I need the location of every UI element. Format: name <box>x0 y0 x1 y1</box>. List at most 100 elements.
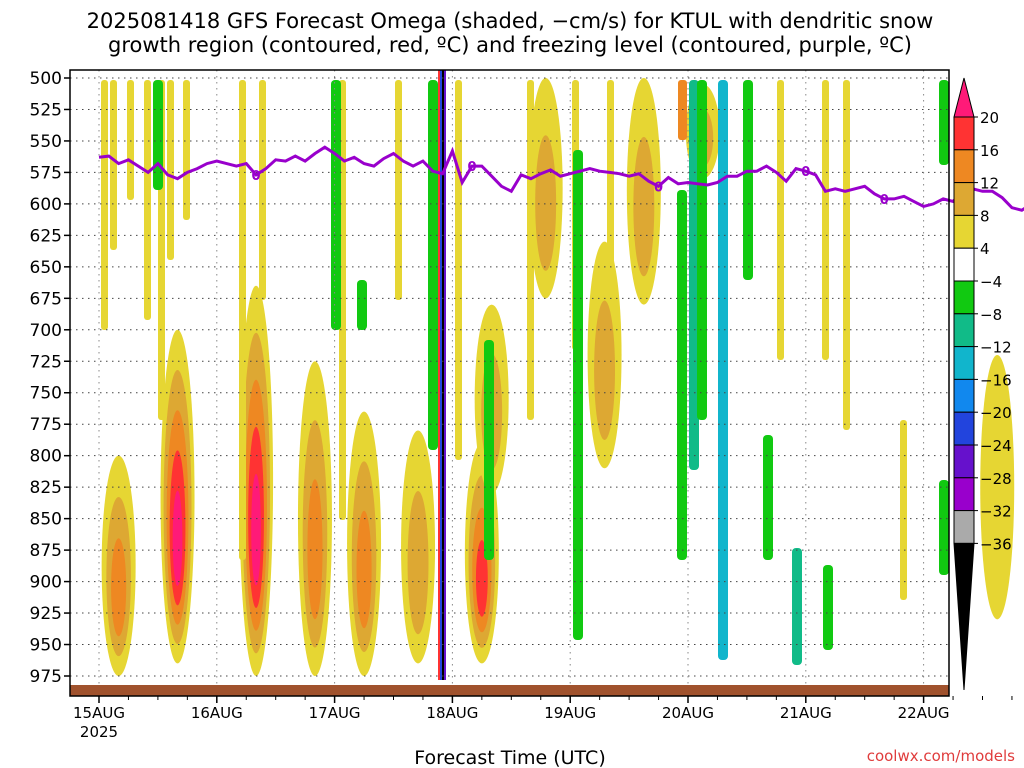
y-tick-label-550: 550 <box>30 132 62 152</box>
omega-descent-3 <box>428 80 438 450</box>
frontal-spike-1 <box>440 70 442 680</box>
colorbar-swatch-5 <box>953 247 975 282</box>
omega-streak-7 <box>239 80 246 560</box>
colorbar-label: 12 <box>980 175 999 193</box>
colorbar-swatch-1 <box>953 116 975 151</box>
x-tick-label-15AUG: 15AUG <box>73 704 125 722</box>
omega-blob-9-level-8 <box>594 300 616 440</box>
frontal-spike-2 <box>442 70 444 680</box>
colorbar-swatch-9 <box>953 378 975 413</box>
omega-descent-4 <box>484 340 494 560</box>
colorbar-bottom-arrow <box>953 542 975 691</box>
omega-descent-10 <box>743 80 753 280</box>
x-tick-label-18AUG: 18AUG <box>426 704 478 722</box>
grid-lines <box>70 70 949 685</box>
omega-blob-1-level-20 <box>172 490 183 586</box>
colorbar-label: −8 <box>980 306 1002 324</box>
colorbar-label: 16 <box>980 142 999 160</box>
freezing-level-label: 0 <box>468 160 477 175</box>
freezing-level-labels: 0 0 0 0 0 <box>252 160 889 208</box>
chart-title-line1: 2025081418 GFS Forecast Omega (shaded, −… <box>87 9 934 33</box>
freezing-level-line <box>98 145 1024 212</box>
omega-streak-0 <box>101 80 108 330</box>
freezing-level-label: 0 <box>801 165 810 180</box>
y-tick-label-800: 800 <box>30 447 62 467</box>
colorbar-swatch-4 <box>953 214 975 249</box>
y-tick-label-525: 525 <box>30 100 62 120</box>
colorbar-swatch-6 <box>953 280 975 315</box>
omega-descent-5 <box>573 150 583 640</box>
x-tick-label-20AUG: 20AUG <box>662 704 714 722</box>
omega-descent-9 <box>718 80 728 660</box>
omega-blob-3-level-12 <box>307 479 323 620</box>
chart-title-line2: growth region (contoured, red, ºC) and f… <box>108 33 912 57</box>
colorbar-swatch-12 <box>953 477 975 512</box>
colorbar-swatch-7 <box>953 313 975 348</box>
y-tick-label-725: 725 <box>30 352 62 372</box>
colorbar-swatch-13 <box>953 510 975 544</box>
x-tick-label-16AUG: 16AUG <box>191 704 243 722</box>
colorbar-label: −24 <box>980 437 1012 455</box>
omega-blob-8-level-8 <box>535 135 557 271</box>
omega-descent-0 <box>153 80 163 190</box>
y-tick-label-500: 500 <box>30 69 62 89</box>
frontal-spike-3 <box>444 70 446 680</box>
colorbar-label: 8 <box>980 207 990 225</box>
omega-descent-7 <box>689 80 699 470</box>
watermark: coolwx.com/models <box>867 747 1015 765</box>
colorbar-swatch-2 <box>953 149 975 184</box>
colorbar-label: −28 <box>980 470 1012 488</box>
y-tick-label-650: 650 <box>30 258 62 278</box>
colorbar-top-arrow <box>953 77 975 118</box>
omega-descent-11 <box>763 435 773 560</box>
omega-blob-0-level-12 <box>111 538 127 637</box>
omega-streak-18 <box>900 420 907 600</box>
omega-streak-12 <box>527 80 534 420</box>
colorbar-label: −20 <box>980 404 1012 422</box>
omega-blob-10-level-8 <box>633 136 655 277</box>
y-axis: 500 525 550 575 600 625 650 675 700 725 750 775 800 8… <box>30 69 70 687</box>
omega-descent-6 <box>677 190 687 560</box>
omega-blob-5-level-8 <box>407 490 429 635</box>
omega-blob-4-level-12 <box>356 510 372 629</box>
omega-streak-17 <box>843 80 850 430</box>
y-tick-label-950: 950 <box>30 636 62 656</box>
omega-descent-8 <box>697 80 707 420</box>
y-tick-label-825: 825 <box>30 478 62 498</box>
colorbar-label: −16 <box>980 371 1012 389</box>
y-tick-label-625: 625 <box>30 226 62 246</box>
omega-streak-5 <box>167 80 174 260</box>
colorbar-swatch-10 <box>953 411 975 446</box>
plot-frame <box>69 69 950 697</box>
omega-blob-6-level-16 <box>475 540 488 617</box>
colorbar-label: 20 <box>980 109 999 127</box>
omega-streak-1 <box>110 80 117 250</box>
omega-descent-12 <box>792 548 802 665</box>
omega-blob-2-level-20 <box>251 473 261 586</box>
y-tick-label-875: 875 <box>30 541 62 561</box>
colorbar-swatch-11 <box>953 444 975 479</box>
x-axis: 15AUG 16AUG 17AUG 18AUG 19AUG 20AUG 21AUG 22AUG <box>73 696 1013 722</box>
omega-streak-11 <box>455 80 462 460</box>
colorbar-label: −32 <box>980 503 1012 521</box>
omega-descent-1 <box>331 80 341 330</box>
omega-streak-10 <box>395 80 402 300</box>
y-tick-label-575: 575 <box>30 163 62 183</box>
colorbar-swatch-8 <box>953 346 975 380</box>
ground-band <box>70 685 949 696</box>
colorbar-swatch-3 <box>953 182 975 216</box>
y-tick-label-750: 750 <box>30 384 62 404</box>
colorbar: 20 16 12 8 4 −4 −8 −12 −16 −20 −24 −28 −32 −36 <box>953 77 1012 691</box>
omega-streak-8 <box>259 80 266 300</box>
omega-descent-2 <box>357 280 367 330</box>
omega-descent-14 <box>939 80 949 165</box>
omega-streak-15 <box>777 80 784 360</box>
x-tick-label-22AUG: 22AUG <box>898 704 950 722</box>
x-tick-label-17AUG: 17AUG <box>309 704 361 722</box>
y-tick-label-700: 700 <box>30 321 62 341</box>
omega-descent-13 <box>823 565 833 650</box>
frontal-spike-0 <box>438 70 440 680</box>
omega-streak-6 <box>183 80 190 220</box>
omega-streak-2 <box>127 80 134 200</box>
